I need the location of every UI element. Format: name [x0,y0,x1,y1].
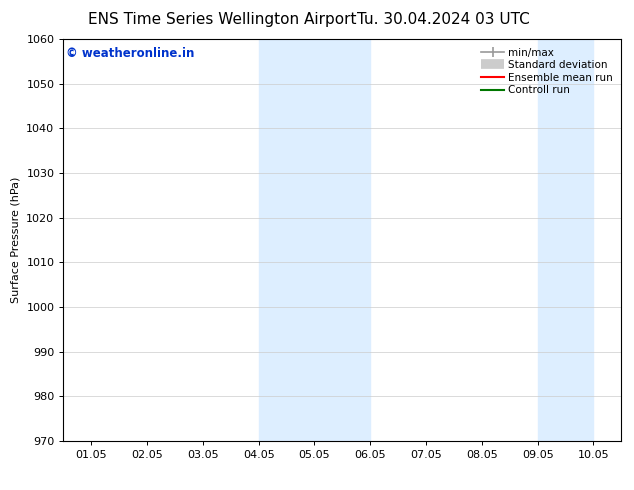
Bar [538,39,593,441]
Legend: min/max, Standard deviation, Ensemble mean run, Controll run: min/max, Standard deviation, Ensemble me… [478,45,616,98]
Text: ENS Time Series Wellington Airport: ENS Time Series Wellington Airport [87,12,356,27]
Text: © weatheronline.in: © weatheronline.in [66,47,195,60]
Text: Tu. 30.04.2024 03 UTC: Tu. 30.04.2024 03 UTC [358,12,530,27]
Bar [259,39,370,441]
Y-axis label: Surface Pressure (hPa): Surface Pressure (hPa) [11,177,21,303]
